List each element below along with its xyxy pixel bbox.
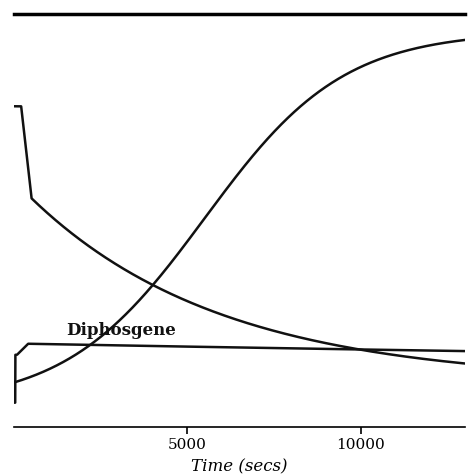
X-axis label: Time (secs): Time (secs)	[191, 458, 288, 474]
Text: Diphosgene: Diphosgene	[66, 321, 176, 338]
